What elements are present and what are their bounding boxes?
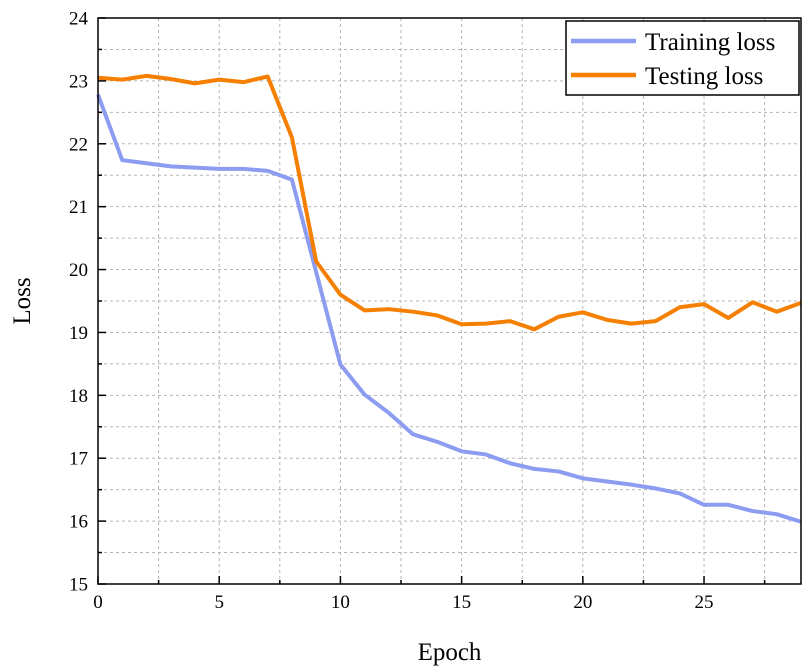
x-tick-label: 20 bbox=[573, 592, 592, 613]
x-tick-label: 15 bbox=[452, 592, 471, 613]
y-axis-title: Loss bbox=[9, 277, 36, 324]
legend-label-testing-loss: Testing loss bbox=[645, 63, 763, 90]
y-tick-label: 19 bbox=[69, 323, 88, 344]
y-tick-label: 18 bbox=[69, 386, 88, 407]
series-line-training-loss bbox=[96, 94, 802, 524]
x-tick-label: 10 bbox=[331, 592, 350, 613]
y-tick-label: 15 bbox=[69, 575, 88, 596]
legend-label-training-loss: Training loss bbox=[645, 29, 775, 56]
y-tick-label: 16 bbox=[69, 512, 88, 533]
x-tick-labels: 0 5 10 15 20 25 bbox=[93, 592, 713, 613]
x-tick-label: 0 bbox=[93, 592, 103, 613]
y-tick-label: 17 bbox=[69, 449, 88, 470]
legend: Training loss Testing loss bbox=[565, 20, 800, 96]
series-line-testing-loss bbox=[97, 73, 802, 332]
x-tick-label: 5 bbox=[214, 592, 224, 613]
legend-box bbox=[565, 20, 800, 96]
y-tick-label: 20 bbox=[69, 260, 88, 281]
y-tick-label: 21 bbox=[69, 197, 88, 218]
x-axis-title: Epoch bbox=[418, 639, 482, 666]
grid-lines bbox=[98, 18, 801, 584]
y-tick-label: 22 bbox=[69, 134, 88, 155]
y-tick-labels: 15 16 17 18 19 20 21 22 23 24 bbox=[69, 9, 89, 596]
series-lines bbox=[96, 73, 802, 524]
axis-ticks bbox=[97, 17, 766, 585]
y-tick-label: 23 bbox=[69, 71, 88, 92]
y-tick-label: 24 bbox=[69, 9, 89, 30]
x-tick-label: 25 bbox=[695, 592, 714, 613]
